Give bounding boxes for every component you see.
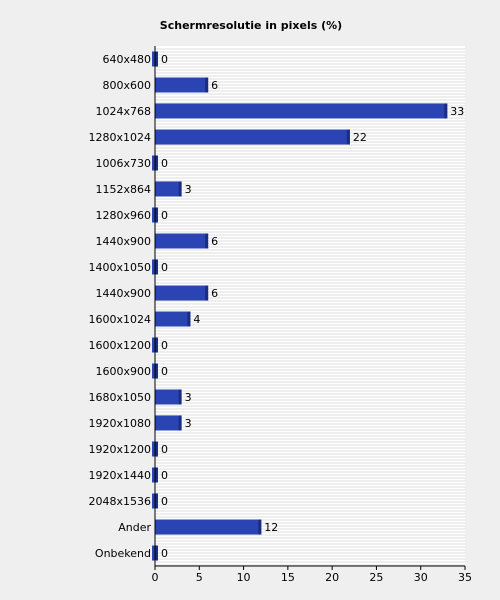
category-label: 1920x1200 xyxy=(89,443,152,456)
bar-body xyxy=(155,233,209,249)
bar-edge xyxy=(346,129,350,145)
value-label: 22 xyxy=(353,131,367,144)
category-label: 2048x1536 xyxy=(89,495,152,508)
category-label: 1920x1440 xyxy=(89,469,152,482)
x-tick-label: 15 xyxy=(281,571,295,584)
bar-edge xyxy=(178,181,182,197)
bar-edge xyxy=(205,233,209,249)
category-label: 1006x730 xyxy=(96,157,152,170)
bar xyxy=(155,519,262,535)
bar-edge xyxy=(155,467,158,483)
bar xyxy=(155,181,182,197)
category-label: 1152x864 xyxy=(96,183,152,196)
value-label: 0 xyxy=(161,53,168,66)
bar-body xyxy=(155,285,209,301)
category-labels: 640x480 800x600 1024x768 1280x1024 1006x730 1… xyxy=(89,53,152,560)
category-label: 1680x1050 xyxy=(89,391,152,404)
x-axis-ticks: 0 5 10 15 20 25 30 35 xyxy=(152,566,472,584)
bar-edge xyxy=(155,259,158,275)
bar xyxy=(155,129,350,145)
category-label: 1280x1024 xyxy=(89,131,152,144)
category-label: 1600x1024 xyxy=(89,313,152,326)
x-tick-label: 10 xyxy=(237,571,251,584)
plot-area: 640x480 800x600 1024x768 1280x1024 1006x730 1… xyxy=(89,46,472,584)
x-tick-label: 25 xyxy=(369,571,383,584)
value-label: 0 xyxy=(161,495,168,508)
value-label: 0 xyxy=(161,261,168,274)
value-label: 6 xyxy=(211,287,218,300)
bar-edge xyxy=(444,103,448,119)
bar-edge xyxy=(178,415,182,431)
value-label: 0 xyxy=(161,443,168,456)
bar-edge xyxy=(155,493,158,509)
value-label: 12 xyxy=(264,521,278,534)
bar-edge xyxy=(205,77,209,93)
category-label: 1600x1200 xyxy=(89,339,152,352)
bar-edge xyxy=(155,155,158,171)
category-label: 800x600 xyxy=(102,79,151,92)
bar-body xyxy=(155,389,182,405)
value-label: 6 xyxy=(211,79,218,92)
category-label: 1024x768 xyxy=(96,105,152,118)
bar-edge xyxy=(205,285,209,301)
category-label: 640x480 xyxy=(102,53,151,66)
bar xyxy=(155,103,448,119)
category-label: 1400x1050 xyxy=(89,261,152,274)
bar-body xyxy=(155,103,448,119)
category-label: 1600x900 xyxy=(96,365,152,378)
value-label: 6 xyxy=(211,235,218,248)
bar-body xyxy=(155,181,182,197)
bar-edge xyxy=(187,311,191,327)
bars xyxy=(152,51,448,561)
value-label: 0 xyxy=(161,365,168,378)
bar-body xyxy=(155,311,191,327)
bar-edge xyxy=(155,363,158,379)
bar xyxy=(155,311,191,327)
category-label: 1440x900 xyxy=(96,235,152,248)
bar-edge xyxy=(258,519,262,535)
x-tick-label: 35 xyxy=(458,571,472,584)
bar-edge xyxy=(155,207,158,223)
value-label: 3 xyxy=(185,417,192,430)
x-tick-label: 0 xyxy=(152,571,159,584)
bar-edge xyxy=(178,389,182,405)
bar-edge xyxy=(155,51,158,67)
chart-title: Schermresolutie in pixels (%) xyxy=(160,19,342,32)
bar xyxy=(155,415,182,431)
bar xyxy=(155,233,209,249)
bar-body xyxy=(155,519,262,535)
category-label: 1920x1080 xyxy=(89,417,152,430)
bar-edge xyxy=(155,441,158,457)
value-label: 3 xyxy=(185,391,192,404)
bar-body xyxy=(155,77,209,93)
x-tick-label: 20 xyxy=(325,571,339,584)
value-label: 0 xyxy=(161,157,168,170)
category-label: Ander xyxy=(118,521,151,534)
category-label: 1280x960 xyxy=(96,209,152,222)
bar xyxy=(155,389,182,405)
bar-edge xyxy=(155,337,158,353)
bar-edge xyxy=(155,545,158,561)
bar xyxy=(155,77,209,93)
value-label: 0 xyxy=(161,547,168,560)
category-label: Onbekend xyxy=(95,547,151,560)
bar xyxy=(155,285,209,301)
value-label: 3 xyxy=(185,183,192,196)
value-label: 0 xyxy=(161,469,168,482)
value-label: 0 xyxy=(161,209,168,222)
x-tick-label: 30 xyxy=(414,571,428,584)
x-tick-label: 5 xyxy=(196,571,203,584)
gridlines xyxy=(155,48,465,566)
value-label: 4 xyxy=(193,313,200,326)
category-label: 1440x900 xyxy=(96,287,152,300)
value-label: 0 xyxy=(161,339,168,352)
bar-body xyxy=(155,415,182,431)
value-label: 33 xyxy=(450,105,464,118)
bar-body xyxy=(155,129,350,145)
